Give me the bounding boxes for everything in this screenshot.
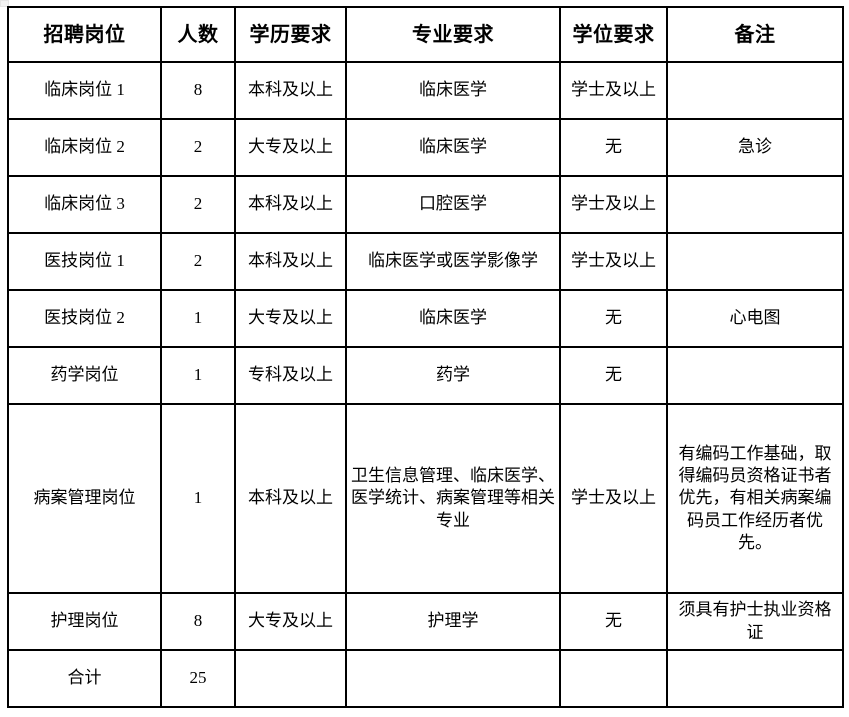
cell-major: 护理学 <box>345 592 561 651</box>
cell-count: 1 <box>160 346 236 405</box>
cell-remark: 须具有护士执业资格证 <box>666 592 844 651</box>
cell-count: 8 <box>160 592 236 651</box>
cell-post: 临床岗位 2 <box>7 118 162 177</box>
cell-count: 2 <box>160 232 236 291</box>
cell-degree: 学士及以上 <box>559 232 668 291</box>
column-header-count: 人数 <box>160 6 236 63</box>
cell-remark: 心电图 <box>666 289 844 348</box>
cell-major: 临床医学 <box>345 61 561 120</box>
table-row: 医技岗位 2 1 大专及以上 临床医学 无 心电图 <box>7 289 844 348</box>
cell-education: 专科及以上 <box>234 346 347 405</box>
cell-major: 临床医学 <box>345 118 561 177</box>
cell-remark: 急诊 <box>666 118 844 177</box>
cell-degree: 学士及以上 <box>559 403 668 594</box>
cell-remark <box>666 232 844 291</box>
column-header-education: 学历要求 <box>234 6 347 63</box>
cell-count: 8 <box>160 61 236 120</box>
cell-education <box>234 649 347 708</box>
cell-post: 合计 <box>7 649 162 708</box>
recruitment-table-container: 招聘岗位 人数 学历要求 专业要求 学位要求 备注 临床岗位 1 8 本科及以上… <box>7 6 844 708</box>
recruitment-table: 招聘岗位 人数 学历要求 专业要求 学位要求 备注 临床岗位 1 8 本科及以上… <box>7 6 844 708</box>
cell-education: 本科及以上 <box>234 61 347 120</box>
cell-education: 大专及以上 <box>234 118 347 177</box>
cell-count: 1 <box>160 403 236 594</box>
cell-education: 本科及以上 <box>234 403 347 594</box>
column-header-major: 专业要求 <box>345 6 561 63</box>
cell-post: 病案管理岗位 <box>7 403 162 594</box>
cell-degree: 无 <box>559 346 668 405</box>
cell-major: 临床医学 <box>345 289 561 348</box>
cell-major: 临床医学或医学影像学 <box>345 232 561 291</box>
cell-post: 临床岗位 1 <box>7 61 162 120</box>
cell-major: 卫生信息管理、临床医学、医学统计、病案管理等相关专业 <box>345 403 561 594</box>
cell-major <box>345 649 561 708</box>
scroll-corner-artifact <box>0 0 9 7</box>
cell-count: 2 <box>160 118 236 177</box>
table-row: 药学岗位 1 专科及以上 药学 无 <box>7 346 844 405</box>
table-row: 护理岗位 8 大专及以上 护理学 无 须具有护士执业资格证 <box>7 592 844 651</box>
cell-education: 大专及以上 <box>234 592 347 651</box>
table-row: 临床岗位 1 8 本科及以上 临床医学 学士及以上 <box>7 61 844 120</box>
cell-degree: 学士及以上 <box>559 61 668 120</box>
cell-post: 医技岗位 1 <box>7 232 162 291</box>
column-header-degree: 学位要求 <box>559 6 668 63</box>
cell-count: 1 <box>160 289 236 348</box>
cell-count: 2 <box>160 175 236 234</box>
cell-major: 口腔医学 <box>345 175 561 234</box>
cell-remark <box>666 649 844 708</box>
cell-education: 本科及以上 <box>234 232 347 291</box>
cell-remark <box>666 61 844 120</box>
table-row: 临床岗位 2 2 大专及以上 临床医学 无 急诊 <box>7 118 844 177</box>
cell-degree: 学士及以上 <box>559 175 668 234</box>
column-header-remark: 备注 <box>666 6 844 63</box>
table-row: 医技岗位 1 2 本科及以上 临床医学或医学影像学 学士及以上 <box>7 232 844 291</box>
cell-education: 大专及以上 <box>234 289 347 348</box>
table-row: 临床岗位 3 2 本科及以上 口腔医学 学士及以上 <box>7 175 844 234</box>
cell-major: 药学 <box>345 346 561 405</box>
cell-post: 医技岗位 2 <box>7 289 162 348</box>
cell-remark: 有编码工作基础，取得编码员资格证书者优先，有相关病案编码员工作经历者优先。 <box>666 403 844 594</box>
cell-count: 25 <box>160 649 236 708</box>
table-row-total: 合计 25 <box>7 649 844 708</box>
cell-remark <box>666 175 844 234</box>
cell-post: 药学岗位 <box>7 346 162 405</box>
column-header-post: 招聘岗位 <box>7 6 162 63</box>
table-row: 病案管理岗位 1 本科及以上 卫生信息管理、临床医学、医学统计、病案管理等相关专… <box>7 403 844 594</box>
cell-degree: 无 <box>559 592 668 651</box>
table-header-row: 招聘岗位 人数 学历要求 专业要求 学位要求 备注 <box>7 6 844 63</box>
cell-remark <box>666 346 844 405</box>
cell-degree: 无 <box>559 289 668 348</box>
cell-degree <box>559 649 668 708</box>
cell-degree: 无 <box>559 118 668 177</box>
cell-education: 本科及以上 <box>234 175 347 234</box>
cell-post: 临床岗位 3 <box>7 175 162 234</box>
cell-post: 护理岗位 <box>7 592 162 651</box>
